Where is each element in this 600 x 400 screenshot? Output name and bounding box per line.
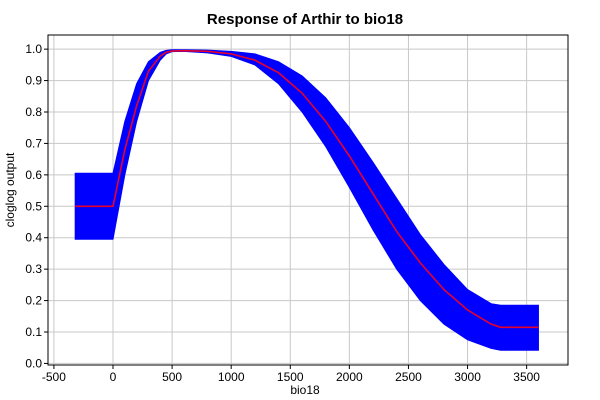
y-tick-label: 0.7: [25, 136, 42, 150]
x-tick-label: 2000: [336, 370, 363, 384]
x-tick-label: 3500: [513, 370, 540, 384]
y-tick-label: 1.0: [25, 42, 42, 56]
y-tick-label: 0.8: [25, 105, 42, 119]
y-tick-label: 0.9: [25, 74, 42, 88]
x-axis-label: bio18: [290, 383, 320, 397]
x-tick-label: 1500: [277, 370, 304, 384]
x-tick-label: 0: [110, 370, 117, 384]
y-tick-label: 0.1: [25, 325, 42, 339]
y-axis-label: cloglog output: [3, 152, 17, 227]
y-tick-label: 0.5: [25, 199, 42, 213]
axes-layer: -500 0 500 1000 1500 2000 2500 3000 3500 0.0 0.1 0.…: [25, 34, 569, 384]
y-tick-label: 0.6: [25, 168, 42, 182]
x-tick-label: 3000: [454, 370, 481, 384]
x-tick-label: -500: [42, 370, 66, 384]
y-tick-label: 0.4: [25, 231, 42, 245]
plot-frame: [47, 34, 569, 366]
x-tick-label: 2500: [395, 370, 422, 384]
x-tick-label: 1000: [218, 370, 245, 384]
y-tick-label: 0.0: [25, 356, 42, 370]
x-tick-label: 500: [162, 370, 182, 384]
chart-title: Response of Arthir to bio18: [207, 11, 403, 28]
y-tick-label: 0.2: [25, 294, 42, 308]
mean-line-layer: [75, 49, 539, 329]
y-tick-label: 0.3: [25, 262, 42, 276]
mean-response-line: [75, 49, 539, 329]
